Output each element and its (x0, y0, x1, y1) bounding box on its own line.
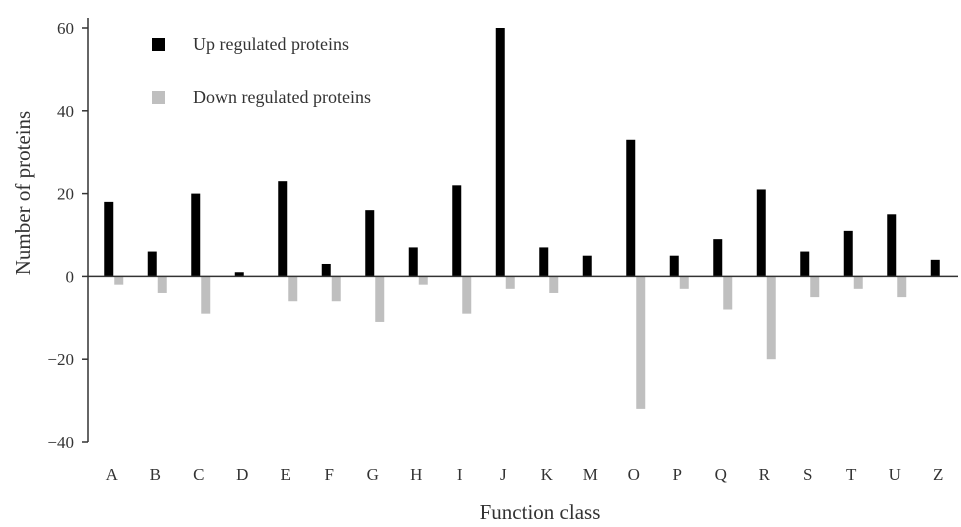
x-category-label: H (410, 465, 422, 484)
bar-down-E (288, 276, 298, 302)
x-category-label: P (673, 465, 682, 484)
x-category-label: J (500, 465, 507, 484)
bar-down-C (201, 276, 211, 314)
bar-down-T (853, 276, 863, 289)
bar-up-T (843, 230, 853, 277)
x-category-label: R (759, 465, 771, 484)
y-tick-label: −20 (47, 350, 74, 369)
bar-up-U (887, 214, 897, 277)
x-category-label: Q (715, 465, 727, 484)
axes-group (87, 18, 958, 442)
x-category-label: C (193, 465, 204, 484)
bars-group (104, 28, 940, 409)
bar-up-P (669, 255, 679, 277)
bar-down-G (375, 276, 385, 322)
bar-down-K (549, 276, 559, 293)
bar-down-Q (723, 276, 733, 310)
x-category-label: U (889, 465, 901, 484)
bar-down-O (636, 276, 646, 409)
y-tick-label: −40 (47, 433, 74, 452)
x-axis-title: Function class (480, 500, 601, 524)
bar-up-Z (930, 259, 940, 277)
bar-up-F (321, 263, 331, 277)
bar-down-P (679, 276, 689, 289)
x-category-label: G (367, 465, 379, 484)
bar-up-D (234, 272, 244, 277)
y-axis-title: Number of proteins (11, 111, 35, 275)
y-ticks-group: −40 −20 0 20 40 60 (47, 19, 88, 452)
bar-down-S (810, 276, 820, 298)
y-tick-label: 40 (57, 102, 74, 121)
bar-down-H (418, 276, 428, 285)
bar-up-R (756, 189, 766, 277)
bar-up-H (408, 247, 418, 277)
bar-up-Q (713, 239, 723, 277)
bar-down-A (114, 276, 124, 285)
legend-swatch-up (152, 38, 165, 51)
x-category-label: Z (933, 465, 943, 484)
bar-up-M (582, 255, 592, 277)
bar-up-A (104, 201, 114, 277)
x-category-label: S (803, 465, 812, 484)
bar-up-G (365, 210, 375, 277)
bar-up-C (191, 193, 201, 277)
x-category-label: I (457, 465, 463, 484)
bar-up-S (800, 251, 810, 277)
y-tick-label: 0 (66, 267, 75, 286)
legend-swatch-down (152, 91, 165, 104)
bar-down-F (331, 276, 341, 302)
bar-up-I (452, 185, 462, 277)
bar-down-I (462, 276, 472, 314)
x-category-label: D (236, 465, 248, 484)
y-tick-label: 20 (57, 185, 74, 204)
x-category-label: E (281, 465, 291, 484)
bar-up-E (278, 181, 288, 277)
bar-up-K (539, 247, 549, 277)
legend-label-down: Down regulated proteins (193, 87, 371, 107)
x-category-label: M (583, 465, 598, 484)
y-tick-label: 60 (57, 19, 74, 38)
x-category-label: T (846, 465, 857, 484)
x-category-label: A (106, 465, 119, 484)
bar-up-B (147, 251, 157, 277)
bar-down-U (897, 276, 907, 298)
bar-down-R (766, 276, 776, 360)
legend-label-up: Up regulated proteins (193, 34, 349, 54)
x-category-label: O (628, 465, 640, 484)
x-category-label: B (150, 465, 161, 484)
legend: Up regulated proteins Down regulated pro… (152, 34, 371, 107)
x-category-label: F (325, 465, 334, 484)
bar-up-J (495, 28, 505, 277)
bar-up-O (626, 139, 636, 277)
x-category-label: K (541, 465, 554, 484)
bar-down-B (157, 276, 167, 293)
bar-down-J (505, 276, 515, 289)
